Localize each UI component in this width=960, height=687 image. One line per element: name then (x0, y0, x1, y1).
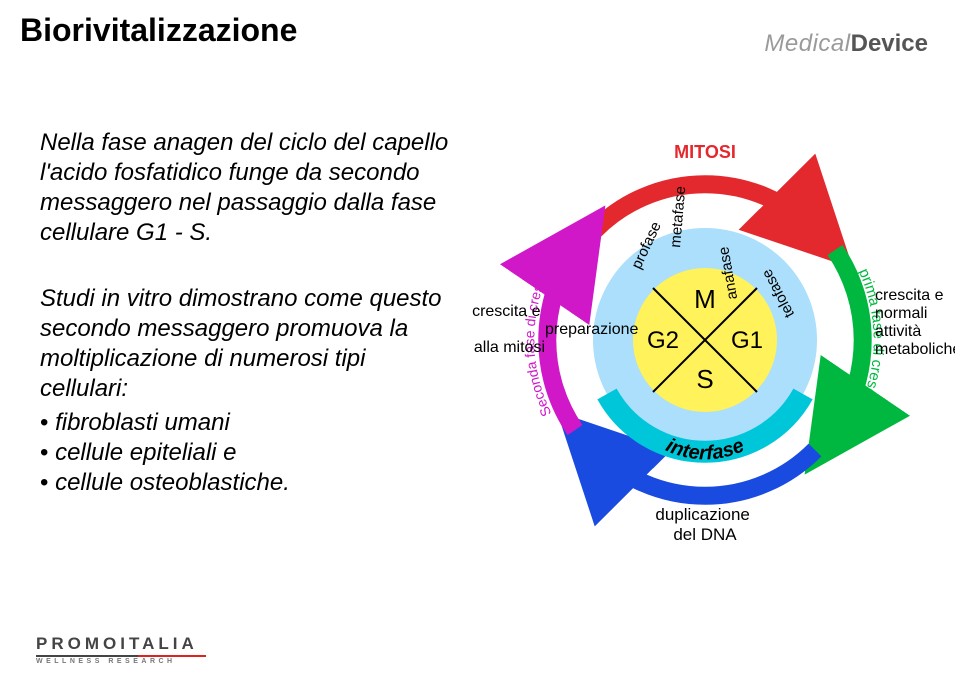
brand-dark: Device (851, 30, 928, 57)
page-title: Biorivitalizzazione (20, 12, 297, 49)
footer-main: PROMOITALIA (36, 634, 206, 654)
center-letter-s: S (696, 364, 713, 394)
bullet-item: fibroblasti umani (40, 408, 450, 438)
paragraph-2-lead: Studi in vitro dimostrano come questo se… (40, 284, 450, 404)
arc-mitosi (595, 184, 815, 230)
brand-light: Medical (764, 30, 850, 57)
bullet-list: fibroblasti umani cellule epiteliali e c… (40, 408, 450, 498)
cell-cycle-diagram: M G1 S G2 MITOSI prima fase di crescita … (455, 90, 955, 590)
center-letter-g1: G1 (731, 327, 763, 354)
footer-logo: PROMOITALIA WELLNESS RESEARCH (36, 634, 206, 665)
slide: Biorivitalizzazione MedicalDevice Nella … (0, 0, 960, 687)
brand-logo: MedicalDevice (764, 30, 928, 58)
footer-sub: WELLNESS RESEARCH (36, 658, 206, 665)
bullet-item: cellule osteoblastiche. (40, 468, 450, 498)
footer-bar (36, 655, 206, 657)
arc-g2 (547, 250, 575, 430)
bullet-item: cellule epiteliali e (40, 438, 450, 468)
side-text-right: crescita e normali attività metaboliche (875, 287, 955, 358)
center-letter-m: M (694, 284, 716, 314)
center-letter-g2: G2 (647, 327, 679, 354)
body-text: Nella fase anagen del ciclo del capello … (40, 128, 450, 498)
paragraph-1: Nella fase anagen del ciclo del capello … (40, 128, 450, 248)
label-mitosi: MITOSI (674, 142, 736, 162)
